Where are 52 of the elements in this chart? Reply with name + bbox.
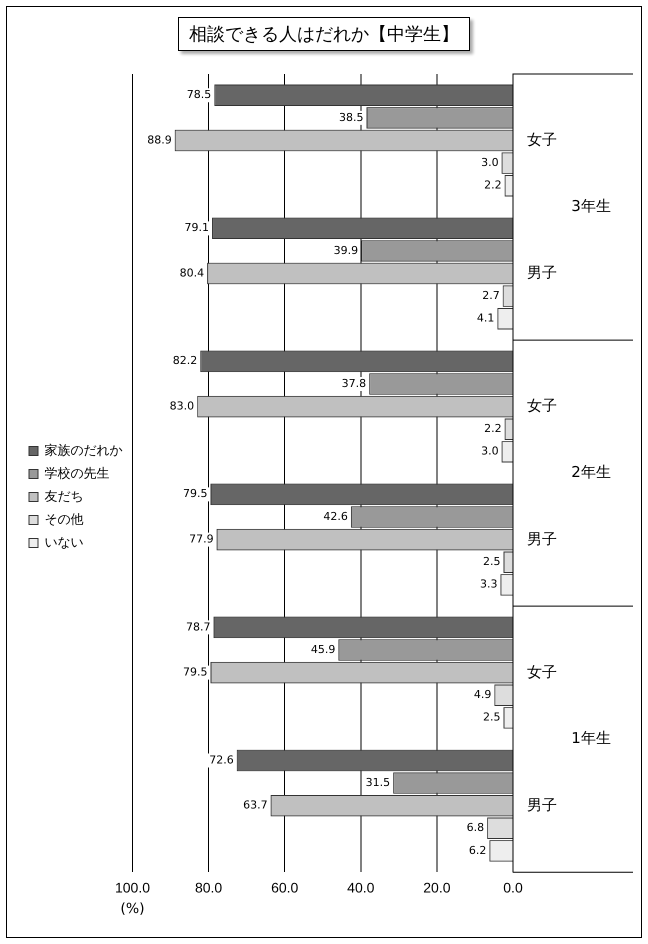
legend-label: 家族のだれか — [44, 442, 122, 458]
legend-label: いない — [44, 534, 84, 550]
x-tick-label: 20.0 — [423, 879, 451, 896]
data-label: 78.5 — [186, 88, 212, 102]
text: 3年生 — [571, 196, 611, 215]
legend-label: 友だち — [44, 488, 84, 504]
y-tick-label: 男子 — [527, 796, 557, 814]
x-tick-label: 0.0 — [503, 879, 523, 896]
data-label: 2.5 — [482, 710, 500, 724]
y-tick-label: 男子 — [527, 530, 557, 548]
data-label: 2.2 — [484, 422, 502, 436]
data-label: 63.7 — [243, 798, 268, 812]
legend-label: 学校の先生 — [44, 466, 110, 481]
data-label: 31.5 — [366, 776, 390, 789]
data-label: 88.9 — [147, 133, 172, 146]
x-tick-label: 60.0 — [271, 879, 299, 896]
data-label: 2.7 — [482, 289, 500, 302]
data-label: 82.2 — [172, 354, 198, 368]
x-tick-label: 40.0 — [347, 879, 375, 896]
data-label: 6.8 — [466, 821, 484, 834]
data-label: 83.0 — [170, 399, 194, 412]
data-label: 79.5 — [183, 666, 208, 679]
y-tick-label: 女子 — [527, 398, 557, 415]
data-label: 79.5 — [183, 487, 208, 500]
data-label: 45.9 — [310, 642, 336, 656]
data-label: 6.2 — [468, 844, 486, 857]
data-label: 3.0 — [481, 156, 499, 169]
data-label: 38.5 — [339, 110, 364, 124]
data-label: 78.7 — [186, 620, 211, 634]
data-label: 77.9 — [189, 532, 214, 546]
chart-title: 相談できる人はだれか【中学生】 — [178, 17, 470, 51]
data-label: 2.2 — [484, 178, 502, 192]
data-label: 3.0 — [481, 444, 499, 458]
x-tick-label: 100.0 — [114, 879, 150, 896]
data-label: 4.1 — [476, 312, 494, 325]
text: 1年生 — [571, 729, 611, 748]
y-tick-label: 女子 — [527, 664, 557, 681]
data-label: 39.9 — [334, 244, 358, 257]
y-tick-label: 女子 — [527, 132, 557, 149]
x-tick-label: 80.0 — [194, 879, 222, 896]
data-label: 79.1 — [184, 221, 210, 234]
data-label: 42.6 — [323, 510, 348, 523]
data-label: 4.9 — [474, 688, 492, 702]
text: 2年生 — [571, 462, 611, 481]
data-label: 2.5 — [482, 555, 500, 568]
x-axis-title: (%) — [120, 900, 145, 917]
data-label: 80.4 — [180, 266, 204, 280]
data-label: 37.8 — [342, 376, 366, 390]
y-tick-label: 男子 — [527, 264, 557, 282]
data-label: 3.3 — [480, 578, 498, 591]
legend-label: その他 — [44, 512, 84, 527]
data-label: 72.6 — [209, 753, 234, 766]
